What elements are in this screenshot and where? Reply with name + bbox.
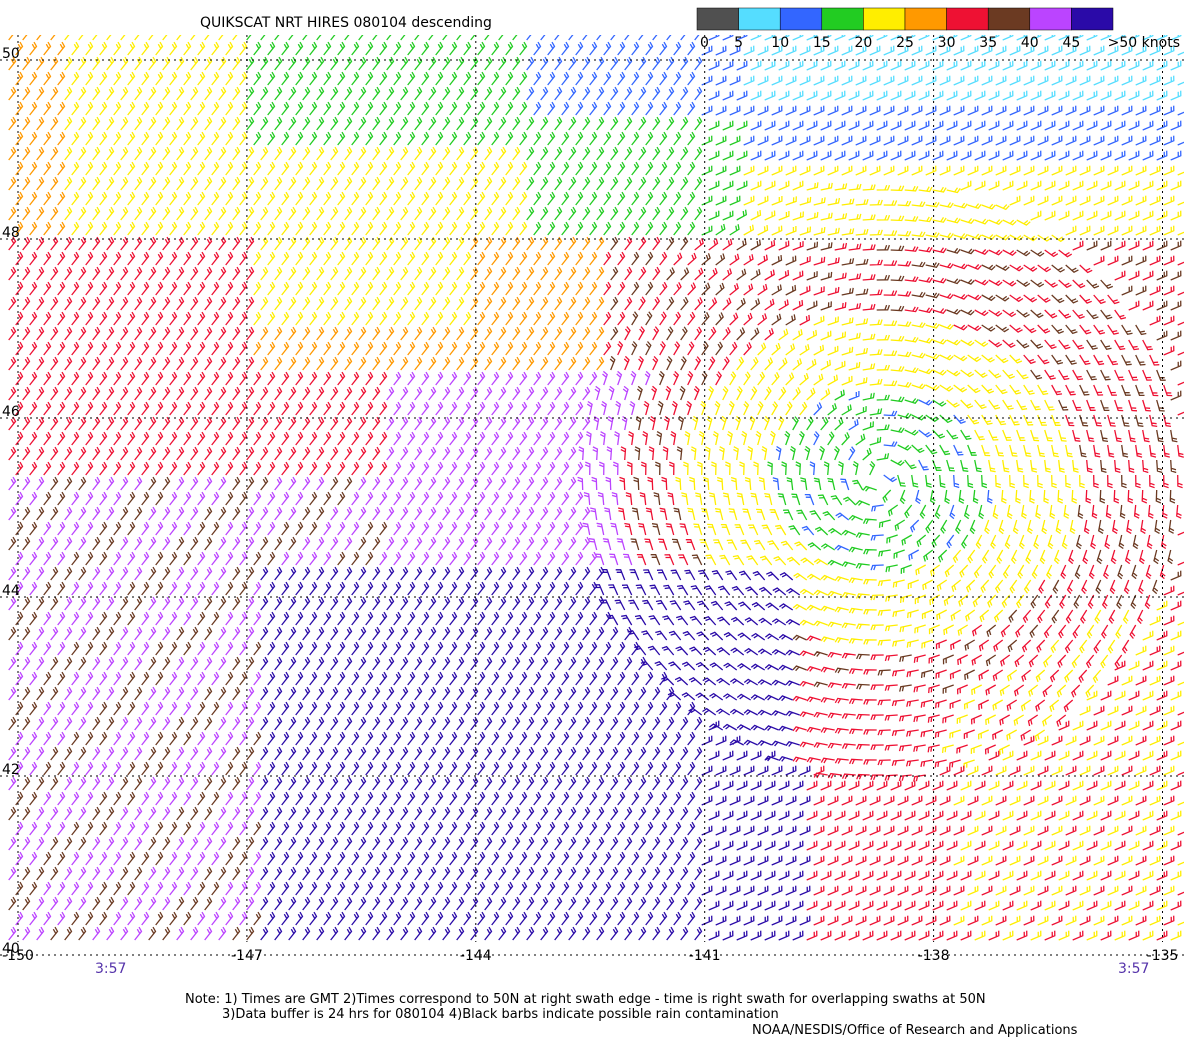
color-bar-label: 15: [813, 35, 831, 51]
time-right: 3:57: [1118, 961, 1149, 977]
lat-label: 44: [2, 583, 20, 599]
lat-label: 48: [2, 225, 20, 241]
color-bar-label: 0: [700, 35, 709, 51]
note-line: 3)Data buffer is 24 hrs for 080104 4)Bla…: [222, 1007, 779, 1022]
color-swatch: [946, 7, 989, 31]
lat-label: 42: [2, 762, 20, 778]
color-bar-label: >50 knots: [1108, 35, 1180, 51]
wind-barb-group: [64, 35, 1184, 941]
note-line: Note: 1) Times are GMT 2)Times correspon…: [185, 992, 986, 1007]
wind-barb-group: [8, 236, 1182, 941]
wind-barb-group: [8, 35, 605, 371]
color-swatch: [1029, 7, 1072, 31]
lon-label: -147: [231, 948, 263, 964]
lat-label: 50: [2, 46, 20, 62]
lat-label: 40: [2, 941, 20, 957]
color-bar-label: 20: [854, 35, 872, 51]
lon-label: -138: [918, 948, 950, 964]
wind-barb-group: [246, 35, 988, 574]
lat-label: 46: [2, 404, 20, 420]
time-left: 3:57: [95, 961, 126, 977]
color-swatch: [738, 7, 781, 31]
color-bar-label: 45: [1062, 35, 1080, 51]
color-bar-label: 10: [771, 35, 789, 51]
wind-barbs: [8, 35, 1184, 941]
wind-barb-group: [260, 566, 811, 941]
lon-label: -141: [689, 948, 721, 964]
wind-barb-group: [743, 35, 1184, 101]
color-bar-label: 5: [734, 35, 743, 51]
color-bar-label: 30: [938, 35, 956, 51]
wind-barb-group: [8, 236, 1184, 941]
color-bar-label: 35: [979, 35, 997, 51]
lon-label: -144: [460, 948, 492, 964]
wind-barb-group: [526, 35, 1184, 571]
lon-label: -135: [1147, 948, 1179, 964]
color-swatch: [904, 7, 947, 31]
color-bar-label: 25: [896, 35, 914, 51]
color-swatch: [1071, 7, 1114, 31]
wind-barb-group: [8, 370, 651, 941]
color-swatch: [696, 7, 739, 31]
map-title: QUIKSCAT NRT HIRES 080104 descending: [200, 15, 492, 31]
credit: NOAA/NESDIS/Office of Research and Appli…: [752, 1023, 1078, 1038]
color-swatch: [863, 7, 906, 31]
color-swatch: [987, 7, 1031, 31]
color-bar-label: 40: [1021, 35, 1039, 51]
color-swatch: [779, 7, 823, 31]
lon-label: -150: [2, 948, 34, 964]
color-swatch: [821, 7, 864, 31]
color-bar: 0 5 10 15 20 25 30 35 40 45 >50 knots: [696, 7, 1180, 51]
